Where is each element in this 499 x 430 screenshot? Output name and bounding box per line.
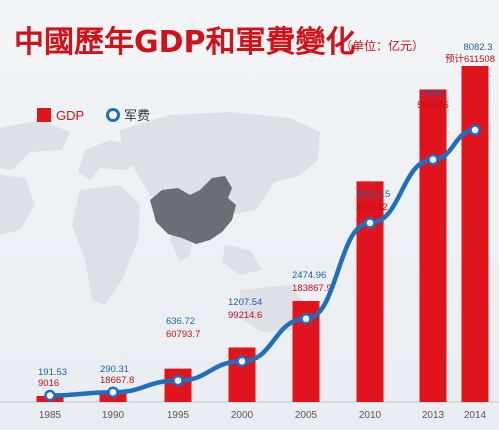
- military-value-label-1985: 191.53: [38, 367, 67, 378]
- legend-military-label: 军费: [124, 108, 150, 123]
- military-point-2005: [300, 312, 312, 325]
- military-value-label-1995: 636.72: [166, 316, 195, 327]
- x-tick-2010: 2010: [359, 410, 382, 421]
- military-point-1995: [172, 374, 184, 387]
- gdp-value-label-2000: 99214.6: [228, 310, 262, 321]
- gdp-value-label-1990: 18667.8: [100, 375, 134, 386]
- legend-military-marker: [106, 108, 120, 122]
- gdp-value-label-2005: 183867.9: [292, 283, 332, 294]
- military-value-label-2014: 8082.3: [463, 42, 492, 53]
- military-value-label-2013: 7202: [422, 88, 443, 99]
- military-value-label-2010: 5321.15: [356, 189, 390, 200]
- gdp-value-label-1985: 9016: [38, 378, 59, 389]
- unit-label: （单位：亿元）: [340, 38, 424, 53]
- military-point-2000: [236, 355, 248, 368]
- gdp-value-label-1995: 60793.7: [166, 329, 200, 340]
- x-tick-2013: 2013: [422, 410, 445, 421]
- military-point-2014: [469, 124, 481, 136]
- military-line: [44, 124, 481, 402]
- gdp-bar-2014: [461, 66, 489, 402]
- gdp-value-label-2013: 568845: [417, 100, 449, 111]
- x-tick-2005: 2005: [295, 410, 318, 421]
- world-map-background: [0, 112, 320, 332]
- x-tick-1990: 1990: [102, 410, 125, 421]
- x-tick-2000: 2000: [231, 410, 254, 421]
- military-point-1990: [107, 386, 119, 398]
- x-tick-2014: 2014: [464, 410, 487, 421]
- legend: GDP 军费: [37, 108, 150, 123]
- military-point-1985: [44, 389, 56, 402]
- legend-gdp-swatch: [37, 108, 51, 122]
- military-value-label-1990: 290.31: [100, 364, 129, 375]
- x-tick-labels: 1985 1990 1995 2000 2005 2010 2013 2014: [39, 410, 487, 421]
- china-map-shape: [150, 176, 236, 244]
- military-point-2010: [364, 217, 376, 229]
- gdp-value-label-2014: 预计611508: [445, 53, 495, 65]
- x-tick-1985: 1985: [39, 410, 62, 421]
- military-line-path: [49, 127, 476, 398]
- military-value-label-2005: 2474.96: [292, 270, 326, 281]
- x-tick-1995: 1995: [167, 410, 190, 421]
- gdp-value-label-2010: 401512: [356, 202, 388, 213]
- gdp-bar-2010: [356, 181, 384, 402]
- legend-gdp-label: GDP: [56, 108, 84, 123]
- gdp-bar-2013: [419, 89, 447, 403]
- gdp-value-labels: 9016 18667.8 60793.7 99214.6 183867.9 401512 5…: [38, 53, 495, 389]
- military-point-2013: [427, 153, 439, 166]
- chart-title: 中國歷年GDP和軍費變化: [14, 25, 356, 60]
- military-value-label-2000: 1207.54: [228, 297, 262, 308]
- military-value-labels: 191.53 290.31 636.72 1207.54 2474.96 5321.15 7…: [38, 42, 493, 378]
